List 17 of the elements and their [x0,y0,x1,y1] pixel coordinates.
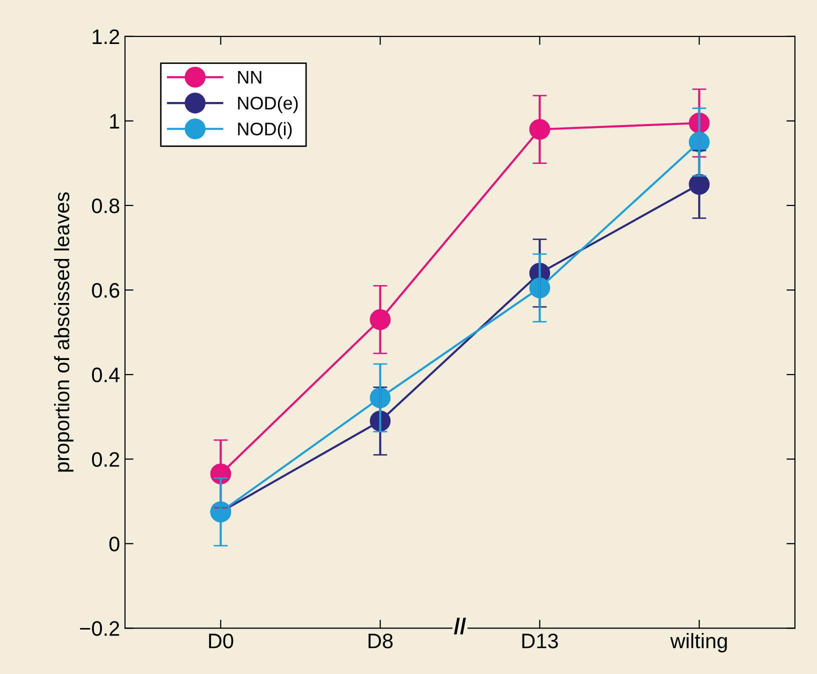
x-tick-label: D0 [209,634,234,648]
x-tick-label: D8 [368,634,393,648]
x-tick-label: wilting [670,633,727,652]
y-tick-label: −0.2 [80,621,120,636]
y-tick-label: 0.8 [92,198,120,214]
x-tick-label: D13 [522,634,558,648]
annotation: // [454,618,466,634]
y-tick-label: 1.2 [92,29,120,44]
legend-label: NOD(i) [238,122,292,139]
y-tick-label: 1 [110,114,120,128]
y-tick-label: 0.4 [92,368,120,382]
legend-label: NN [238,71,262,84]
y-tick-label: 0 [109,536,120,552]
legend-label: NOD(e) [238,96,298,114]
y-tick-label: 0.2 [92,452,120,467]
y-axis-title: proportion of abscissed leaves [54,192,74,472]
y-tick-label: 0.6 [92,283,120,298]
